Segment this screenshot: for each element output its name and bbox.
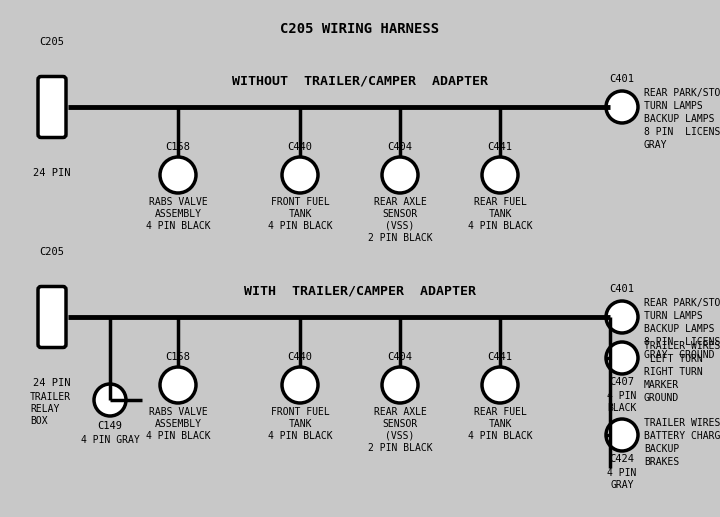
Text: TRAILER: TRAILER bbox=[30, 392, 71, 402]
Text: 4 PIN BLACK: 4 PIN BLACK bbox=[268, 431, 333, 441]
Text: C404: C404 bbox=[387, 142, 413, 152]
Text: SENSOR: SENSOR bbox=[382, 209, 418, 219]
Text: TRAILER WIRES: TRAILER WIRES bbox=[644, 418, 720, 428]
Text: 8 PIN  LICENSE LAMPS: 8 PIN LICENSE LAMPS bbox=[644, 127, 720, 137]
Text: (VSS): (VSS) bbox=[385, 221, 415, 231]
Text: TURN LAMPS: TURN LAMPS bbox=[644, 101, 703, 111]
Circle shape bbox=[382, 157, 418, 193]
Text: FRONT FUEL: FRONT FUEL bbox=[271, 407, 329, 417]
Text: 4 PIN BLACK: 4 PIN BLACK bbox=[468, 431, 532, 441]
Text: REAR PARK/STOP: REAR PARK/STOP bbox=[644, 88, 720, 98]
Text: TANK: TANK bbox=[488, 209, 512, 219]
Circle shape bbox=[160, 157, 196, 193]
Circle shape bbox=[160, 367, 196, 403]
Text: 4 PIN: 4 PIN bbox=[607, 468, 636, 478]
Circle shape bbox=[482, 367, 518, 403]
Text: RELAY: RELAY bbox=[30, 404, 59, 414]
Text: TRAILER WIRES: TRAILER WIRES bbox=[644, 341, 720, 351]
Text: LEFT TURN: LEFT TURN bbox=[644, 354, 703, 364]
Text: TANK: TANK bbox=[288, 209, 312, 219]
Text: ASSEMBLY: ASSEMBLY bbox=[155, 209, 202, 219]
Circle shape bbox=[382, 367, 418, 403]
Text: 4 PIN: 4 PIN bbox=[607, 391, 636, 401]
Text: REAR PARK/STOP: REAR PARK/STOP bbox=[644, 298, 720, 308]
Text: GRAY: GRAY bbox=[644, 140, 667, 150]
Text: WITH  TRAILER/CAMPER  ADAPTER: WITH TRAILER/CAMPER ADAPTER bbox=[244, 285, 476, 298]
Circle shape bbox=[282, 157, 318, 193]
Text: MARKER: MARKER bbox=[644, 380, 679, 390]
Text: GRAY  GROUND: GRAY GROUND bbox=[644, 350, 714, 360]
Text: BATTERY CHARGE: BATTERY CHARGE bbox=[644, 431, 720, 441]
Text: 4 PIN BLACK: 4 PIN BLACK bbox=[268, 221, 333, 231]
Text: C401: C401 bbox=[610, 284, 634, 294]
Text: C158: C158 bbox=[166, 352, 191, 362]
FancyBboxPatch shape bbox=[38, 77, 66, 138]
Text: 2 PIN BLACK: 2 PIN BLACK bbox=[368, 233, 432, 243]
Text: GROUND: GROUND bbox=[644, 393, 679, 403]
Circle shape bbox=[606, 342, 638, 374]
Circle shape bbox=[606, 91, 638, 123]
Text: TANK: TANK bbox=[488, 419, 512, 429]
Text: C424: C424 bbox=[610, 454, 634, 464]
Text: ASSEMBLY: ASSEMBLY bbox=[155, 419, 202, 429]
Text: REAR FUEL: REAR FUEL bbox=[474, 197, 526, 207]
Text: TURN LAMPS: TURN LAMPS bbox=[644, 311, 703, 321]
Text: BRAKES: BRAKES bbox=[644, 457, 679, 467]
Text: RIGHT TURN: RIGHT TURN bbox=[644, 367, 703, 377]
Text: BACKUP: BACKUP bbox=[644, 444, 679, 454]
Text: C205: C205 bbox=[40, 37, 65, 47]
Text: C205 WIRING HARNESS: C205 WIRING HARNESS bbox=[280, 22, 440, 36]
Circle shape bbox=[94, 384, 126, 416]
FancyBboxPatch shape bbox=[38, 286, 66, 347]
Text: WITHOUT  TRAILER/CAMPER  ADAPTER: WITHOUT TRAILER/CAMPER ADAPTER bbox=[232, 75, 488, 88]
Text: (VSS): (VSS) bbox=[385, 431, 415, 441]
Text: C401: C401 bbox=[610, 74, 634, 84]
Text: REAR AXLE: REAR AXLE bbox=[374, 407, 426, 417]
Text: C404: C404 bbox=[387, 352, 413, 362]
Text: BOX: BOX bbox=[30, 416, 48, 426]
Text: C149: C149 bbox=[97, 421, 122, 431]
Text: C441: C441 bbox=[487, 142, 513, 152]
Text: 4 PIN BLACK: 4 PIN BLACK bbox=[468, 221, 532, 231]
Text: C205: C205 bbox=[40, 247, 65, 257]
Text: 24 PIN: 24 PIN bbox=[33, 168, 71, 178]
Text: RABS VALVE: RABS VALVE bbox=[148, 407, 207, 417]
Text: C440: C440 bbox=[287, 352, 312, 362]
Text: BLACK: BLACK bbox=[607, 403, 636, 413]
Text: 2 PIN BLACK: 2 PIN BLACK bbox=[368, 443, 432, 453]
Circle shape bbox=[606, 419, 638, 451]
Text: BACKUP LAMPS: BACKUP LAMPS bbox=[644, 324, 714, 334]
Text: GRAY: GRAY bbox=[611, 480, 634, 490]
Text: REAR AXLE: REAR AXLE bbox=[374, 197, 426, 207]
Text: RABS VALVE: RABS VALVE bbox=[148, 197, 207, 207]
Text: 4 PIN BLACK: 4 PIN BLACK bbox=[145, 431, 210, 441]
Circle shape bbox=[482, 157, 518, 193]
Circle shape bbox=[606, 301, 638, 333]
Text: TANK: TANK bbox=[288, 419, 312, 429]
Text: 8 PIN  LICENSE LAMPS: 8 PIN LICENSE LAMPS bbox=[644, 337, 720, 347]
Text: 4 PIN BLACK: 4 PIN BLACK bbox=[145, 221, 210, 231]
Text: 4 PIN GRAY: 4 PIN GRAY bbox=[81, 435, 140, 445]
Text: C441: C441 bbox=[487, 352, 513, 362]
Text: REAR FUEL: REAR FUEL bbox=[474, 407, 526, 417]
Text: C407: C407 bbox=[610, 377, 634, 387]
Text: 24 PIN: 24 PIN bbox=[33, 378, 71, 388]
Text: C440: C440 bbox=[287, 142, 312, 152]
Text: BACKUP LAMPS: BACKUP LAMPS bbox=[644, 114, 714, 124]
Text: SENSOR: SENSOR bbox=[382, 419, 418, 429]
Text: C158: C158 bbox=[166, 142, 191, 152]
Circle shape bbox=[282, 367, 318, 403]
Text: FRONT FUEL: FRONT FUEL bbox=[271, 197, 329, 207]
